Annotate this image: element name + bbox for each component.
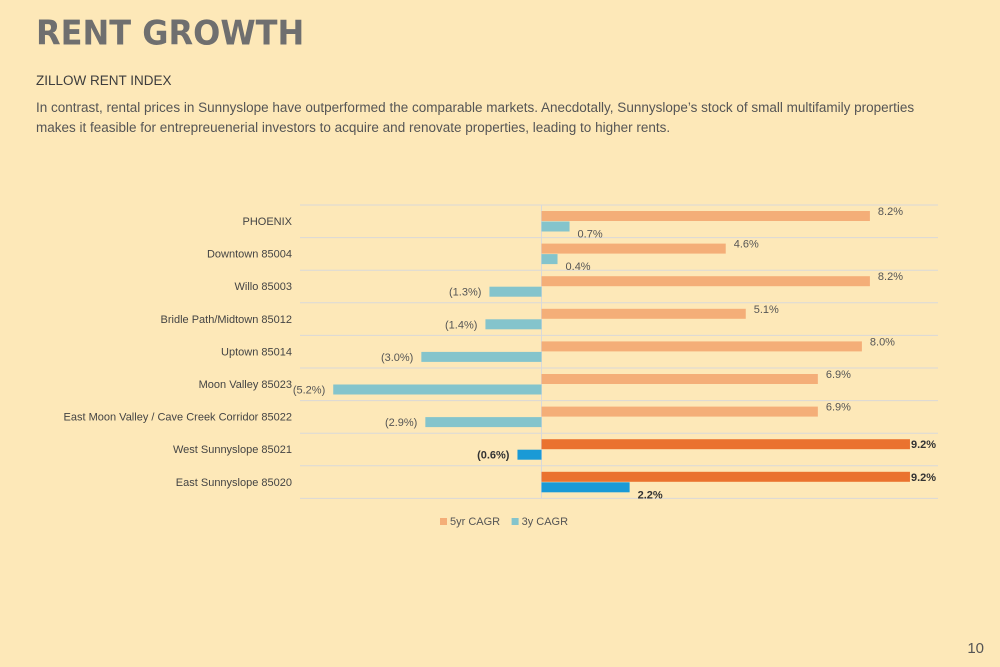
data-label: 9.2% (911, 439, 936, 451)
data-label: 6.9% (826, 402, 851, 414)
category-label: East Sunnyslope 85020 (176, 477, 292, 489)
data-label: 0.7% (578, 229, 603, 241)
bar-5yr (541, 471, 910, 482)
bar-5yr (541, 406, 818, 417)
bar-3y (333, 384, 542, 395)
data-label: (5.2%) (293, 385, 325, 397)
bar-3y (425, 417, 542, 428)
data-label: 8.2% (878, 271, 903, 283)
section-subtitle: ZILLOW RENT INDEX (36, 73, 172, 88)
data-label: (1.4%) (445, 319, 477, 331)
bar-3y (485, 319, 542, 330)
data-label: 9.2% (911, 472, 936, 484)
legend-swatch (440, 518, 447, 525)
category-label: PHOENIX (242, 216, 292, 228)
data-label: 6.9% (826, 369, 851, 381)
bar-5yr (541, 243, 726, 254)
bar-5yr (541, 308, 746, 319)
data-label: 5.1% (754, 304, 779, 316)
page-number: 10 (967, 640, 984, 657)
bar-3y (541, 221, 570, 232)
bar-5yr (541, 211, 870, 221)
category-label: Uptown 85014 (221, 346, 292, 358)
category-label: Willo 85003 (235, 281, 292, 293)
data-label: 2.2% (638, 489, 663, 501)
category-label: East Moon Valley / Cave Creek Corridor 8… (64, 412, 292, 424)
bar-5yr (541, 341, 862, 352)
category-label: Moon Valley 85023 (199, 379, 292, 391)
legend-label: 3y CAGR (522, 516, 569, 528)
bar-3y (541, 482, 630, 493)
bar-3y (541, 254, 558, 265)
data-label: (3.0%) (381, 352, 413, 364)
legend-swatch (511, 518, 519, 525)
bar-5yr (541, 276, 870, 287)
data-label: 4.6% (734, 239, 759, 251)
category-label: Bridle Path/Midtown 85012 (161, 314, 292, 326)
page-title: RENT GROWTH (36, 13, 305, 53)
bar-3y (421, 351, 542, 362)
bar-5yr (541, 374, 818, 384)
bar-3y (517, 449, 542, 460)
data-label: 8.0% (870, 336, 895, 348)
legend-label: 5yr CAGR (450, 516, 500, 528)
bar-3y (489, 286, 542, 297)
description-paragraph: In contrast, rental prices in Sunnyslope… (36, 100, 915, 135)
data-label: 0.4% (566, 261, 591, 273)
data-label: (1.3%) (449, 287, 481, 299)
bar-5yr (541, 439, 910, 450)
category-label: West Sunnyslope 85021 (173, 444, 292, 456)
data-label: (0.6%) (477, 450, 510, 462)
data-label: 8.2% (878, 206, 903, 218)
data-label: (2.9%) (385, 417, 417, 429)
category-label: Downtown 85004 (207, 249, 292, 261)
